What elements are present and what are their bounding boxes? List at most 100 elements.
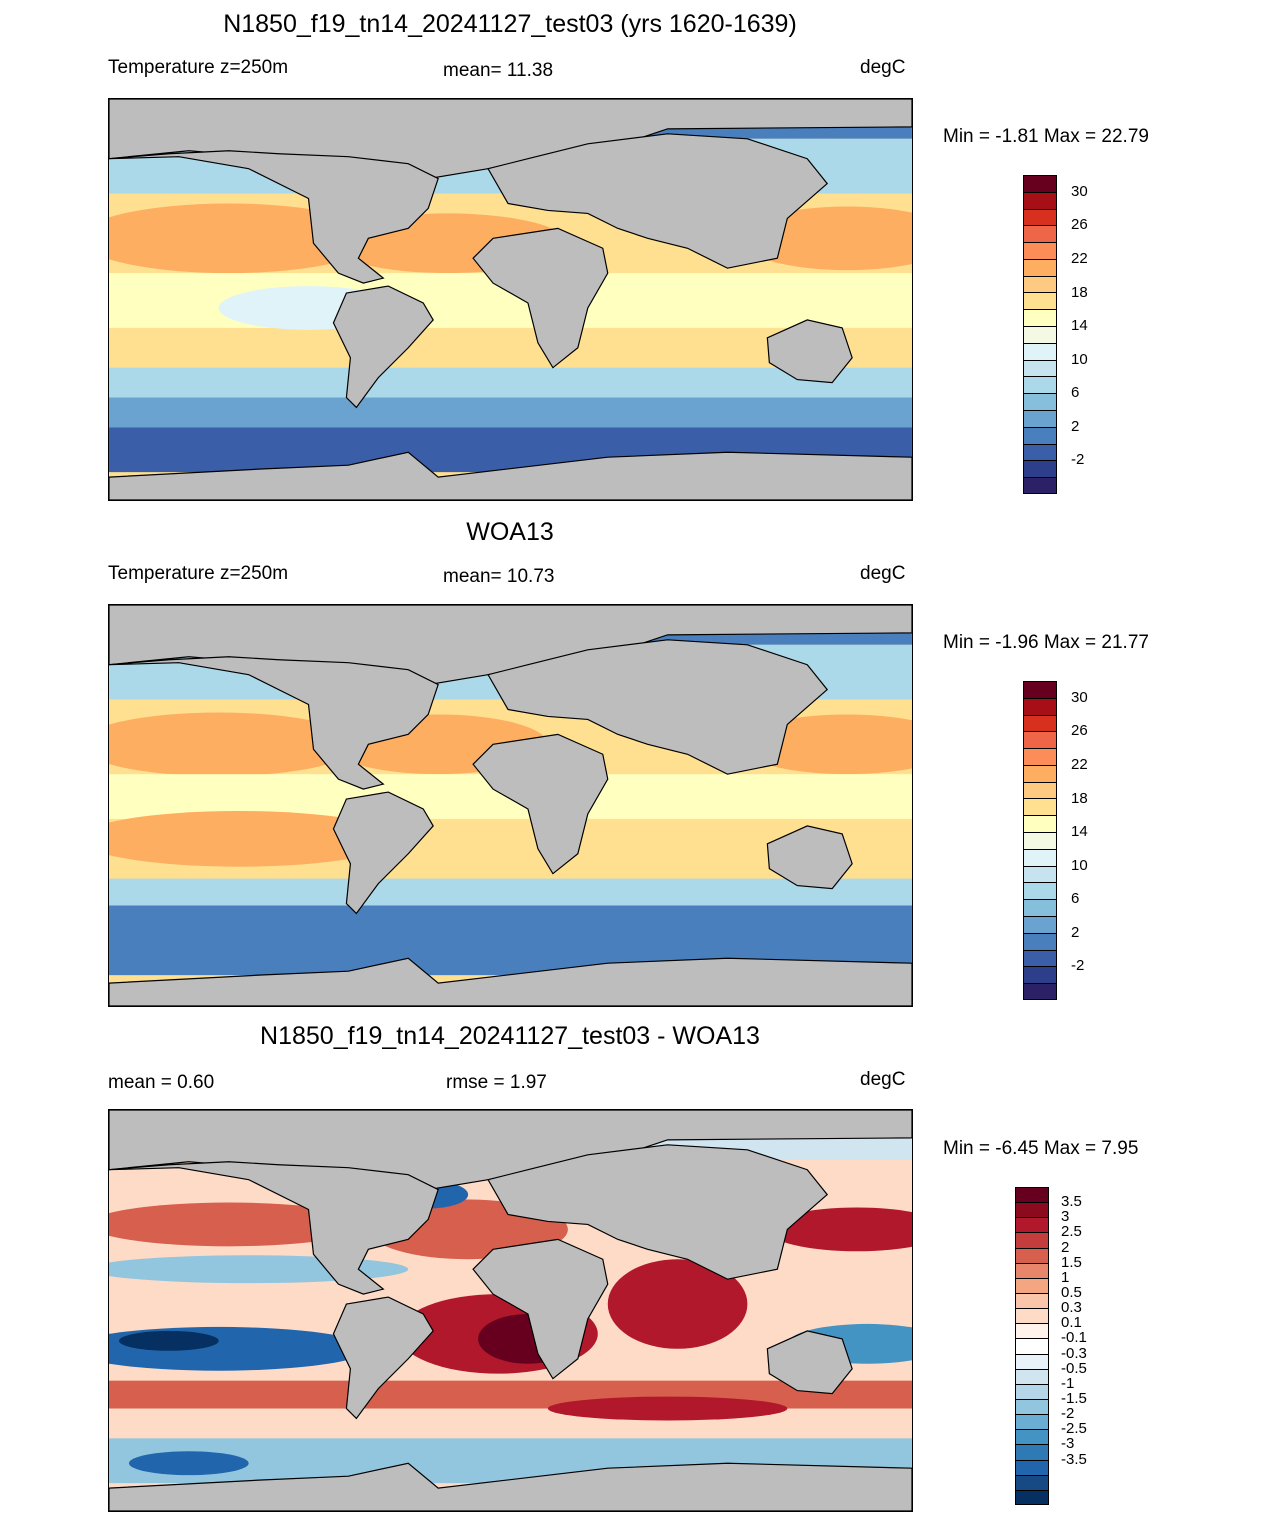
colorbar-label: 14 — [1071, 823, 1088, 841]
colorbar-swatch — [1016, 1460, 1048, 1476]
colorbar-label: -2.5 — [1061, 1420, 1087, 1438]
colorbar-label: -0.5 — [1061, 1359, 1087, 1377]
panel2-mean-label: mean= 10.73 — [443, 566, 555, 587]
colorbar-swatch — [1024, 259, 1056, 277]
colorbar-label: -2 — [1061, 1405, 1075, 1423]
colorbar-swatch — [1024, 732, 1056, 750]
panel2-title: WOA13 — [466, 518, 554, 546]
colorbar-swatch — [1016, 1399, 1048, 1416]
colorbar-swatch — [1024, 715, 1056, 733]
colorbar-swatch — [1024, 226, 1056, 244]
colorbar-swatch — [1016, 1218, 1048, 1234]
colorbar-swatch — [1024, 782, 1056, 800]
panel1-map — [108, 98, 913, 501]
colorbar-label: 26 — [1071, 722, 1088, 740]
colorbar-label: 2 — [1061, 1238, 1070, 1256]
colorbar-label: -0.3 — [1061, 1344, 1087, 1362]
colorbar-label: 6 — [1071, 890, 1080, 908]
panel2-minmax: Min = -1.96 Max = 21.77 — [943, 632, 1149, 653]
colorbar-swatch — [1024, 799, 1056, 817]
colorbar-label: -2 — [1071, 451, 1085, 469]
panel2-colorbar — [1023, 681, 1057, 1000]
colorbar-swatch — [1024, 243, 1056, 260]
colorbar-swatch — [1016, 1324, 1048, 1340]
colorbar-swatch — [1016, 1369, 1048, 1385]
colorbar-swatch — [1024, 209, 1056, 227]
colorbar-swatch — [1016, 1309, 1048, 1325]
panel1-variable-label: Temperature z=250m — [108, 57, 289, 78]
panel1-title: N1850_f19_tn14_20241127_test03 (yrs 1620… — [223, 10, 797, 38]
panel3-minmax: Min = -6.45 Max = 7.95 — [943, 1138, 1139, 1159]
colorbar-swatch — [1024, 310, 1056, 328]
colorbar-swatch — [1024, 916, 1056, 934]
colorbar-swatch — [1024, 698, 1056, 716]
colorbar-label: -1.5 — [1061, 1390, 1087, 1407]
panel3-field — [109, 1110, 912, 1511]
colorbar-swatch — [1024, 343, 1056, 361]
panel3-colorbar — [1015, 1187, 1049, 1505]
colorbar-swatch — [1016, 1203, 1048, 1219]
colorbar-swatch — [1024, 176, 1056, 193]
colorbar-label: 10 — [1071, 856, 1088, 874]
colorbar-label: 3.5 — [1061, 1193, 1082, 1211]
colorbar-swatch — [1016, 1233, 1048, 1249]
colorbar-swatch — [1016, 1384, 1048, 1400]
colorbar-label: 2 — [1071, 923, 1080, 941]
colorbar-swatch — [1024, 682, 1056, 699]
colorbar-label: 2 — [1071, 417, 1080, 435]
colorbar-label: 3 — [1061, 1208, 1070, 1226]
panel1-mean-label: mean= 11.38 — [443, 60, 554, 81]
colorbar-swatch — [1024, 849, 1056, 867]
colorbar-swatch — [1016, 1475, 1048, 1491]
colorbar-swatch — [1016, 1293, 1048, 1310]
colorbar-swatch — [1024, 933, 1056, 951]
colorbar-swatch — [1024, 377, 1056, 395]
colorbar-swatch — [1024, 967, 1056, 985]
panel3-units-label: degC — [860, 1069, 906, 1090]
colorbar-label: 0.5 — [1061, 1284, 1082, 1301]
colorbar-label: 0.1 — [1061, 1314, 1082, 1332]
colorbar-swatch — [1016, 1339, 1048, 1355]
colorbar-swatch — [1024, 765, 1056, 783]
colorbar-swatch — [1024, 427, 1056, 445]
colorbar-swatch — [1024, 984, 1056, 999]
colorbar-swatch — [1016, 1278, 1048, 1294]
colorbar-swatch — [1016, 1188, 1048, 1204]
colorbar-label: 18 — [1071, 789, 1088, 807]
panel1-field — [109, 99, 912, 500]
panel1-colorbar — [1023, 175, 1057, 494]
panel3-map — [108, 1109, 913, 1512]
colorbar-swatch — [1016, 1415, 1048, 1431]
colorbar-swatch — [1016, 1445, 1048, 1461]
colorbar-swatch — [1024, 276, 1056, 294]
colorbar-swatch — [1024, 293, 1056, 311]
colorbar-swatch — [1016, 1248, 1048, 1264]
colorbar-label: -2 — [1071, 957, 1085, 975]
colorbar-label: 22 — [1071, 755, 1088, 773]
panel2-map — [108, 604, 913, 1007]
colorbar-swatch — [1024, 360, 1056, 378]
colorbar-swatch — [1024, 866, 1056, 884]
panel3-mean-label: mean = 0.60 — [108, 1072, 215, 1093]
colorbar-swatch — [1024, 410, 1056, 428]
colorbar-label: -1 — [1061, 1374, 1075, 1392]
colorbar-label: 0.3 — [1061, 1299, 1082, 1317]
colorbar-swatch — [1024, 444, 1056, 462]
panel3-rmse-label: rmse = 1.97 — [446, 1072, 547, 1093]
colorbar-label: 1 — [1061, 1268, 1070, 1286]
colorbar-swatch — [1016, 1490, 1048, 1504]
panel2-variable-label: Temperature z=250m — [108, 563, 289, 584]
colorbar-swatch — [1024, 883, 1056, 901]
panel1-minmax: Min = -1.81 Max = 22.79 — [943, 126, 1149, 147]
colorbar-label: -0.1 — [1061, 1329, 1087, 1347]
colorbar-swatch — [1024, 749, 1056, 766]
colorbar-swatch — [1024, 192, 1056, 210]
colorbar-swatch — [1024, 461, 1056, 479]
colorbar-label: 26 — [1071, 216, 1088, 234]
panel2-field — [109, 605, 912, 1006]
colorbar-label: 14 — [1071, 317, 1088, 335]
colorbar-label: 1.5 — [1061, 1253, 1082, 1271]
colorbar-swatch — [1024, 478, 1056, 493]
panel3-title: N1850_f19_tn14_20241127_test03 - WOA13 — [260, 1022, 760, 1050]
colorbar-swatch — [1024, 394, 1056, 411]
